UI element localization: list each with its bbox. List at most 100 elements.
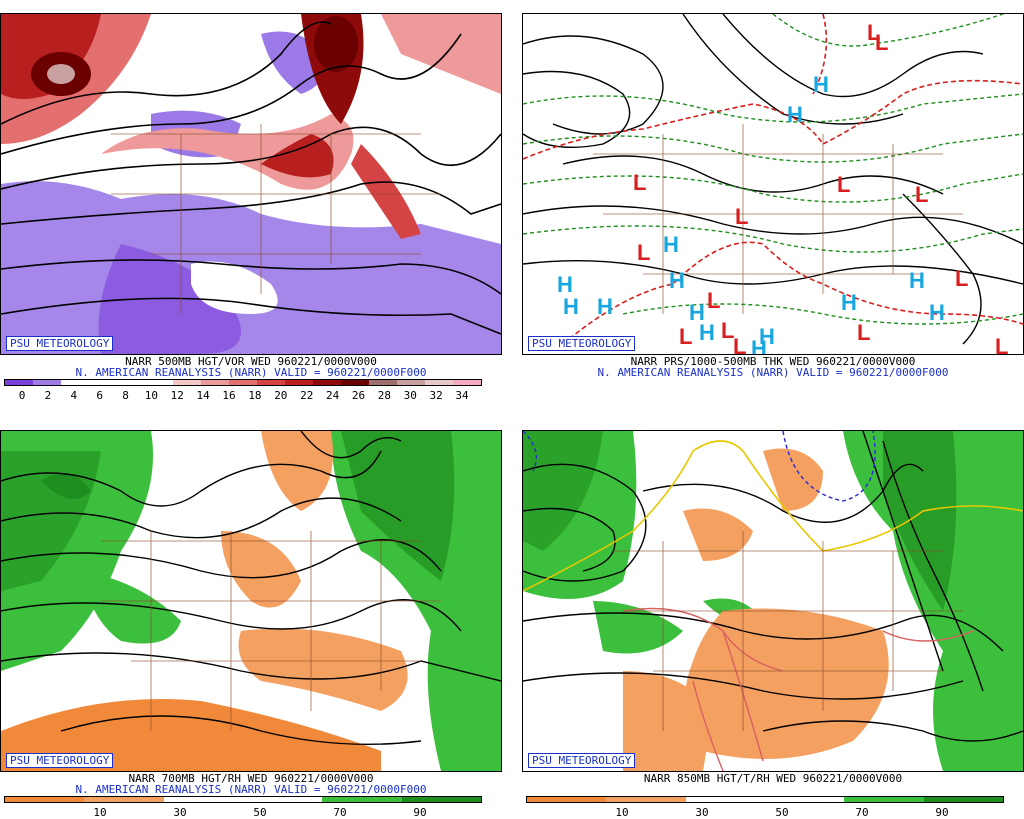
- colorbar-tick-label: 70: [855, 806, 869, 819]
- colorbar-tick-label: 4: [70, 389, 78, 402]
- colorbar-segment: [61, 380, 89, 385]
- colorbar-tick-label: 50: [775, 806, 789, 819]
- low-pressure-marker: L: [679, 324, 692, 349]
- colorbar-segment: [163, 797, 243, 802]
- colorbar-segment: [257, 380, 285, 385]
- colorbar-tick-label: 10: [93, 806, 107, 819]
- low-pressure-marker: L: [735, 204, 748, 229]
- high-pressure-marker: H: [597, 294, 613, 319]
- colorbar-tick-label: 24: [325, 389, 340, 402]
- colorbar-tick-label: 0: [18, 389, 26, 402]
- low-pressure-marker: L: [837, 172, 850, 197]
- colorbar-segment: [173, 380, 201, 385]
- colorbar-segment: [201, 380, 229, 385]
- colorbar-tick-label: 12: [170, 389, 184, 402]
- valid-time: N. AMERICAN REANALYSIS (NARR) VALID = 96…: [75, 366, 427, 379]
- panel-title: NARR 850MB HGT/T/RH WED 960221/0000V000: [643, 772, 903, 785]
- low-pressure-marker: L: [867, 20, 880, 45]
- high-pressure-marker: H: [813, 72, 829, 97]
- colorbar-tick-label: 10: [615, 806, 629, 819]
- psu-meteorology-brand: PSU METEOROLOGY: [6, 753, 114, 768]
- map-500mb: PSU METEOROLOGY: [0, 13, 502, 355]
- colorbar-segment: [453, 380, 481, 385]
- colorbar-segment: [844, 797, 924, 802]
- low-pressure-marker: L: [955, 266, 968, 291]
- colorbar-segment: [685, 797, 765, 802]
- colorbar-tick-label: 16: [222, 389, 236, 402]
- low-pressure-marker: L: [633, 170, 646, 195]
- colorbar-segment: [285, 380, 313, 385]
- colorbar-tick-label: 34: [455, 389, 469, 402]
- valid-time: N. AMERICAN REANALYSIS (NARR) VALID = 96…: [75, 783, 427, 796]
- colorbar-segment: [5, 797, 85, 802]
- panel-500mb-vorticity: PSU METEOROLOGY NARR 500MB HGT/VOR WED 9…: [0, 0, 502, 402]
- low-pressure-marker: L: [995, 334, 1008, 354]
- psu-meteorology-brand: PSU METEOROLOGY: [528, 336, 636, 351]
- low-pressure-marker: L: [733, 334, 746, 354]
- colorbar-segment: [397, 380, 425, 385]
- colorbar-segment: [401, 797, 481, 802]
- colorbar: [4, 379, 482, 386]
- low-pressure-marker: L: [707, 288, 720, 313]
- high-pressure-marker: H: [759, 324, 775, 349]
- colorbar-segment: [117, 380, 145, 385]
- colorbar-tick-label: 32: [429, 389, 443, 402]
- colorbar-tick-label: 10: [144, 389, 159, 402]
- colorbar-tick-label: 6: [96, 389, 103, 402]
- low-pressure-marker: L: [857, 320, 870, 345]
- low-pressure-marker: L: [721, 318, 734, 343]
- low-pressure-marker: L: [915, 182, 928, 207]
- colorbar-segment: [33, 380, 61, 385]
- colorbar-segment: [923, 797, 1003, 802]
- high-pressure-marker: H: [787, 102, 803, 127]
- high-pressure-marker: H: [689, 300, 705, 325]
- high-pressure-marker: H: [669, 268, 685, 293]
- map-850mb: PSU METEOROLOGY: [522, 430, 1024, 772]
- colorbar-tick-label: 8: [122, 389, 129, 402]
- high-pressure-marker: H: [563, 294, 579, 319]
- colorbar-segment: [764, 797, 845, 802]
- high-pressure-marker: H: [909, 268, 925, 293]
- panel-700mb-rh: PSU METEOROLOGY NARR 700MB HGT/RH WED 96…: [0, 418, 502, 819]
- psu-meteorology-brand: PSU METEOROLOGY: [6, 336, 114, 351]
- panel-title: NARR 700MB HGT/RH WED 960221/0000V000: [128, 772, 374, 785]
- high-pressure-marker: H: [557, 272, 573, 297]
- panel-title: NARR PRS/1000-500MB THK WED 960221/0000V…: [630, 355, 916, 368]
- colorbar-tick-label: 30: [173, 806, 187, 819]
- panel-850mb-temp-rh: PSU METEOROLOGY NARR 850MB HGT/T/RH WED …: [522, 418, 1024, 819]
- high-pressure-marker: H: [663, 232, 679, 257]
- colorbar-segment: [89, 380, 117, 385]
- panel-title: NARR 500MB HGT/VOR WED 960221/0000V000: [125, 355, 377, 368]
- colorbar: [526, 796, 1004, 803]
- colorbar: [4, 796, 482, 803]
- colorbar-tick-label: 70: [333, 806, 347, 819]
- low-pressure-marker: L: [637, 240, 650, 265]
- colorbar-segment: [5, 380, 33, 385]
- colorbar-tick-label: 26: [351, 389, 366, 402]
- map-700mb: PSU METEOROLOGY: [0, 430, 502, 772]
- colorbar-ticks: 10 30 50 70 90: [526, 806, 1004, 819]
- colorbar-tick-label: 90: [413, 806, 427, 819]
- low-pressure-marker: L: [875, 30, 888, 55]
- colorbar-segment: [313, 380, 341, 385]
- colorbar-segment: [341, 380, 369, 385]
- colorbar-tick-label: 2: [44, 389, 52, 402]
- colorbar-segment: [242, 797, 323, 802]
- colorbar-segment: [84, 797, 164, 802]
- high-pressure-marker: H: [841, 290, 857, 315]
- colorbar-segment: [229, 380, 257, 385]
- colorbar-tick-label: 90: [935, 806, 949, 819]
- colorbar-segment: [369, 380, 397, 385]
- colorbar-ticks: 0 2 4 6 8 10 12 14 16 18 20 22 24 26 28 30 32 34: [4, 389, 482, 402]
- colorbar-tick-label: 22: [300, 389, 314, 402]
- colorbar-tick-label: 50: [253, 806, 267, 819]
- colorbar-tick-label: 28: [377, 389, 391, 402]
- colorbar-segment: [527, 797, 607, 802]
- colorbar-tick-label: 18: [248, 389, 262, 402]
- high-pressure-marker: H: [929, 300, 945, 325]
- colorbar-segment: [145, 380, 173, 385]
- colorbar-segment: [322, 797, 402, 802]
- colorbar-tick-label: 30: [403, 389, 417, 402]
